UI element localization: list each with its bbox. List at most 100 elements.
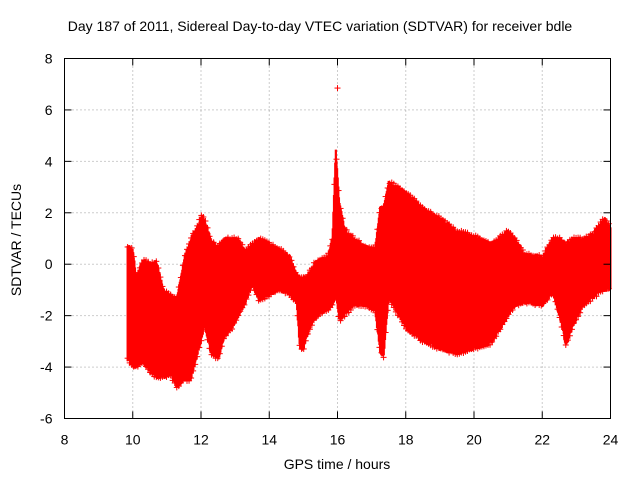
data-point <box>308 322 315 329</box>
data-point <box>544 296 551 303</box>
data-point <box>513 237 520 244</box>
data-point <box>372 242 379 249</box>
data-point <box>290 263 297 270</box>
data-point <box>325 250 332 257</box>
data-point <box>288 257 295 264</box>
data-point <box>145 258 152 265</box>
x-axis-label: GPS time / hours <box>283 456 391 472</box>
data-point <box>493 333 500 340</box>
data-point <box>157 274 164 281</box>
y-tick-label: -2 <box>40 308 53 324</box>
data-point <box>501 231 508 238</box>
data-point <box>519 246 526 253</box>
data-point <box>124 355 131 362</box>
data-point <box>595 222 602 229</box>
data-point <box>497 326 504 333</box>
data-point <box>396 313 403 320</box>
data-point <box>206 345 213 352</box>
data-point <box>280 247 287 254</box>
data-point <box>204 224 211 231</box>
data-point <box>202 326 209 333</box>
data-point <box>542 247 549 254</box>
data-point <box>329 236 336 243</box>
data-point <box>134 269 141 276</box>
data-point <box>175 383 182 390</box>
data-point <box>401 322 408 329</box>
chart-title: Day 187 of 2011, Sidereal Day-to-day VTE… <box>67 18 573 34</box>
data-point <box>202 217 209 224</box>
data-point <box>153 258 160 265</box>
data-point <box>384 307 391 314</box>
data-point <box>159 283 166 290</box>
data-point <box>573 316 580 323</box>
data-point <box>388 301 395 308</box>
data-point <box>229 326 236 333</box>
data-point <box>155 265 162 272</box>
data-point <box>546 241 553 248</box>
data-point <box>194 353 201 360</box>
data-point <box>210 239 217 246</box>
data-point-outlier <box>334 85 341 92</box>
data-point <box>292 297 299 304</box>
data-point <box>304 330 311 337</box>
data-point <box>376 209 383 216</box>
data-point <box>558 324 565 331</box>
data-point <box>237 308 244 315</box>
data-point <box>243 296 250 303</box>
data-point <box>188 234 195 241</box>
data-point <box>413 198 420 205</box>
data-point <box>310 317 317 324</box>
x-tick-label: 24 <box>603 432 619 448</box>
x-tick-label: 12 <box>193 432 209 448</box>
y-tick-label: 6 <box>45 102 53 118</box>
data-point <box>329 301 336 308</box>
data-point <box>179 262 186 269</box>
data-point <box>184 246 191 253</box>
data-point <box>194 222 201 229</box>
data-point <box>167 372 174 379</box>
x-tick-label: 16 <box>330 432 346 448</box>
data-point <box>249 281 256 288</box>
data-point <box>306 326 313 333</box>
data-point <box>501 318 508 325</box>
x-tick-label: 20 <box>466 432 482 448</box>
x-tick-label: 10 <box>125 432 141 448</box>
data-point <box>245 292 252 299</box>
data-point <box>251 287 258 294</box>
data-point <box>206 233 213 240</box>
data-point <box>560 332 567 339</box>
data-point <box>380 354 387 361</box>
y-tick-label: 2 <box>45 205 53 221</box>
data-point <box>171 379 178 386</box>
data-point <box>130 253 137 260</box>
data-point <box>335 187 342 194</box>
data-point <box>349 232 356 239</box>
data-point <box>341 313 348 320</box>
data-point <box>204 336 211 343</box>
data-point <box>198 337 205 344</box>
data-point <box>192 361 199 368</box>
data-point <box>384 184 391 191</box>
data-point <box>216 350 223 357</box>
data-point <box>241 301 248 308</box>
data-point <box>540 252 547 259</box>
x-tick-label: 22 <box>534 432 550 448</box>
data-point <box>575 313 582 320</box>
data-point <box>552 298 559 305</box>
data-point <box>556 314 563 321</box>
data-point <box>331 181 338 188</box>
data-point <box>292 269 299 276</box>
x-tick-label: 18 <box>398 432 414 448</box>
data-point <box>300 345 307 352</box>
data-point <box>509 306 516 313</box>
data-point <box>181 252 188 259</box>
data-point <box>147 262 154 269</box>
data-point <box>218 343 225 350</box>
data-point <box>175 284 182 291</box>
data-point <box>564 337 571 344</box>
data-point <box>333 296 340 303</box>
y-tick-label: -6 <box>40 411 53 427</box>
data-point <box>374 326 381 333</box>
